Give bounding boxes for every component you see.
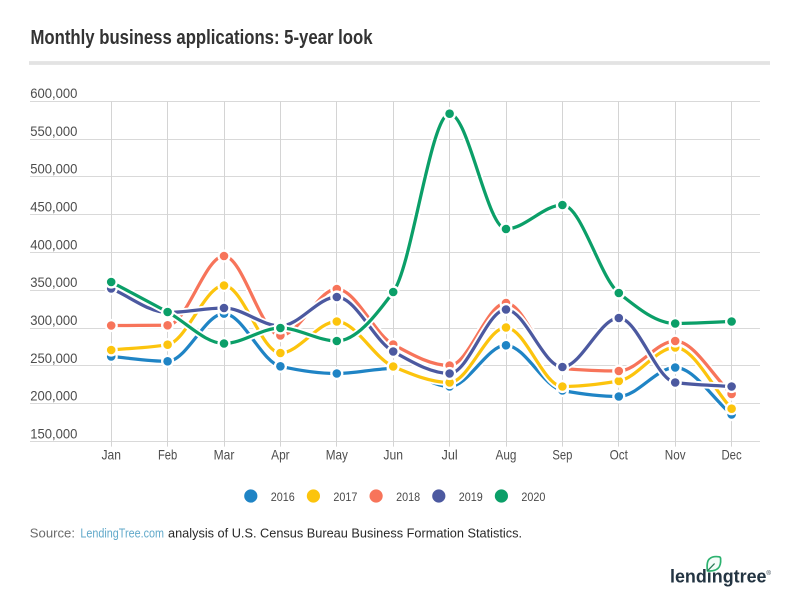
svg-text:200,000: 200,000 <box>30 389 77 405</box>
svg-text:400,000: 400,000 <box>30 237 77 253</box>
svg-text:2017: 2017 <box>333 490 357 504</box>
svg-text:LendingTree.com: LendingTree.com <box>80 526 164 541</box>
svg-text:500,000: 500,000 <box>30 162 77 178</box>
svg-text:2020: 2020 <box>521 490 545 504</box>
svg-text:350,000: 350,000 <box>30 275 77 291</box>
svg-text:Monthly business applications:: Monthly business applications: 5-year lo… <box>31 26 373 49</box>
svg-text:Feb: Feb <box>158 448 178 463</box>
svg-text:Oct: Oct <box>610 448 628 463</box>
svg-text:600,000: 600,000 <box>30 86 77 102</box>
svg-text:150,000: 150,000 <box>30 426 77 442</box>
svg-text:®: ® <box>766 570 771 577</box>
svg-text:Jun: Jun <box>383 448 403 463</box>
svg-text:Apr: Apr <box>271 448 290 463</box>
svg-text:Jan: Jan <box>101 448 121 463</box>
svg-text:250,000: 250,000 <box>30 351 77 367</box>
svg-text:Jul: Jul <box>442 448 458 463</box>
svg-text:Sep: Sep <box>552 448 572 463</box>
svg-text:May: May <box>326 448 348 463</box>
svg-text:2016: 2016 <box>271 490 295 504</box>
svg-text:2019: 2019 <box>459 490 483 504</box>
svg-text:450,000: 450,000 <box>30 200 77 216</box>
svg-text:300,000: 300,000 <box>30 313 77 329</box>
svg-text:analysis of U.S. Census Bureau: analysis of U.S. Census Bureau Business … <box>168 526 522 541</box>
svg-text:lendıngtree: lendıngtree <box>670 567 767 588</box>
svg-text:Nov: Nov <box>665 448 686 463</box>
svg-text:Aug: Aug <box>496 448 517 463</box>
svg-text:Source:: Source: <box>30 526 75 541</box>
svg-text:2018: 2018 <box>396 490 420 504</box>
svg-text:550,000: 550,000 <box>30 124 77 140</box>
svg-text:Mar: Mar <box>214 448 235 463</box>
svg-text:Dec: Dec <box>721 448 741 463</box>
